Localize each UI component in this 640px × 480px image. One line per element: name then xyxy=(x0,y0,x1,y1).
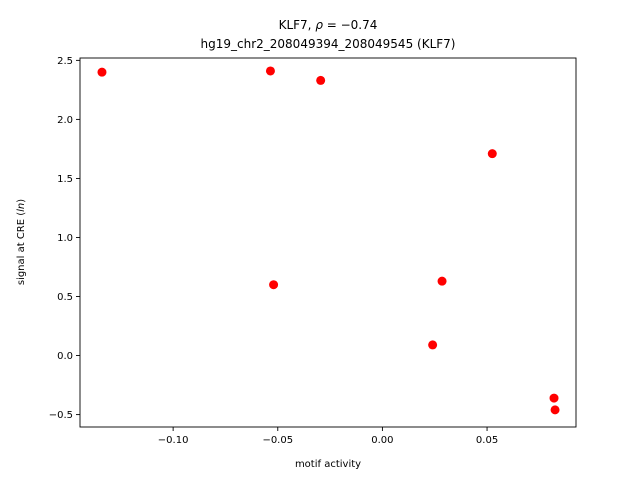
y-axis-label: signal at CRE (ln) xyxy=(16,199,27,285)
axes-frame xyxy=(79,57,577,428)
data-point xyxy=(316,75,326,85)
data-point xyxy=(269,280,279,290)
chart-subtitle: hg19_chr2_208049394_208049545 (KLF7) xyxy=(201,37,456,51)
data-point xyxy=(437,276,447,286)
plot-area: −0.10 −0.05 0.00 0.05 −0.5 0.0 0.5 1.0 1.5 2.0 2.5 xyxy=(49,56,577,446)
x-tick-label: −0.10 xyxy=(158,435,189,446)
x-axis-label: motif activity xyxy=(295,459,361,470)
y-tick-label: 0.0 xyxy=(57,351,73,362)
x-tick-label: −0.05 xyxy=(262,435,293,446)
x-tick-label: 0.05 xyxy=(476,435,498,446)
data-point xyxy=(550,405,560,415)
y-tick-label: 1.0 xyxy=(57,233,73,244)
y-tick-label: 2.5 xyxy=(57,56,73,67)
chart-title: KLF7, ρ = −0.74 xyxy=(279,18,378,32)
data-point xyxy=(487,149,497,159)
data-point xyxy=(549,393,559,403)
data-point xyxy=(97,67,107,77)
data-point xyxy=(428,340,438,350)
y-tick-label: −0.5 xyxy=(49,410,73,421)
y-tick-label: 2.0 xyxy=(57,115,73,126)
data-point xyxy=(265,66,275,76)
y-tick-label: 1.5 xyxy=(57,174,73,185)
x-tick-label: 0.00 xyxy=(371,435,393,446)
y-tick-label: 0.5 xyxy=(57,292,73,303)
